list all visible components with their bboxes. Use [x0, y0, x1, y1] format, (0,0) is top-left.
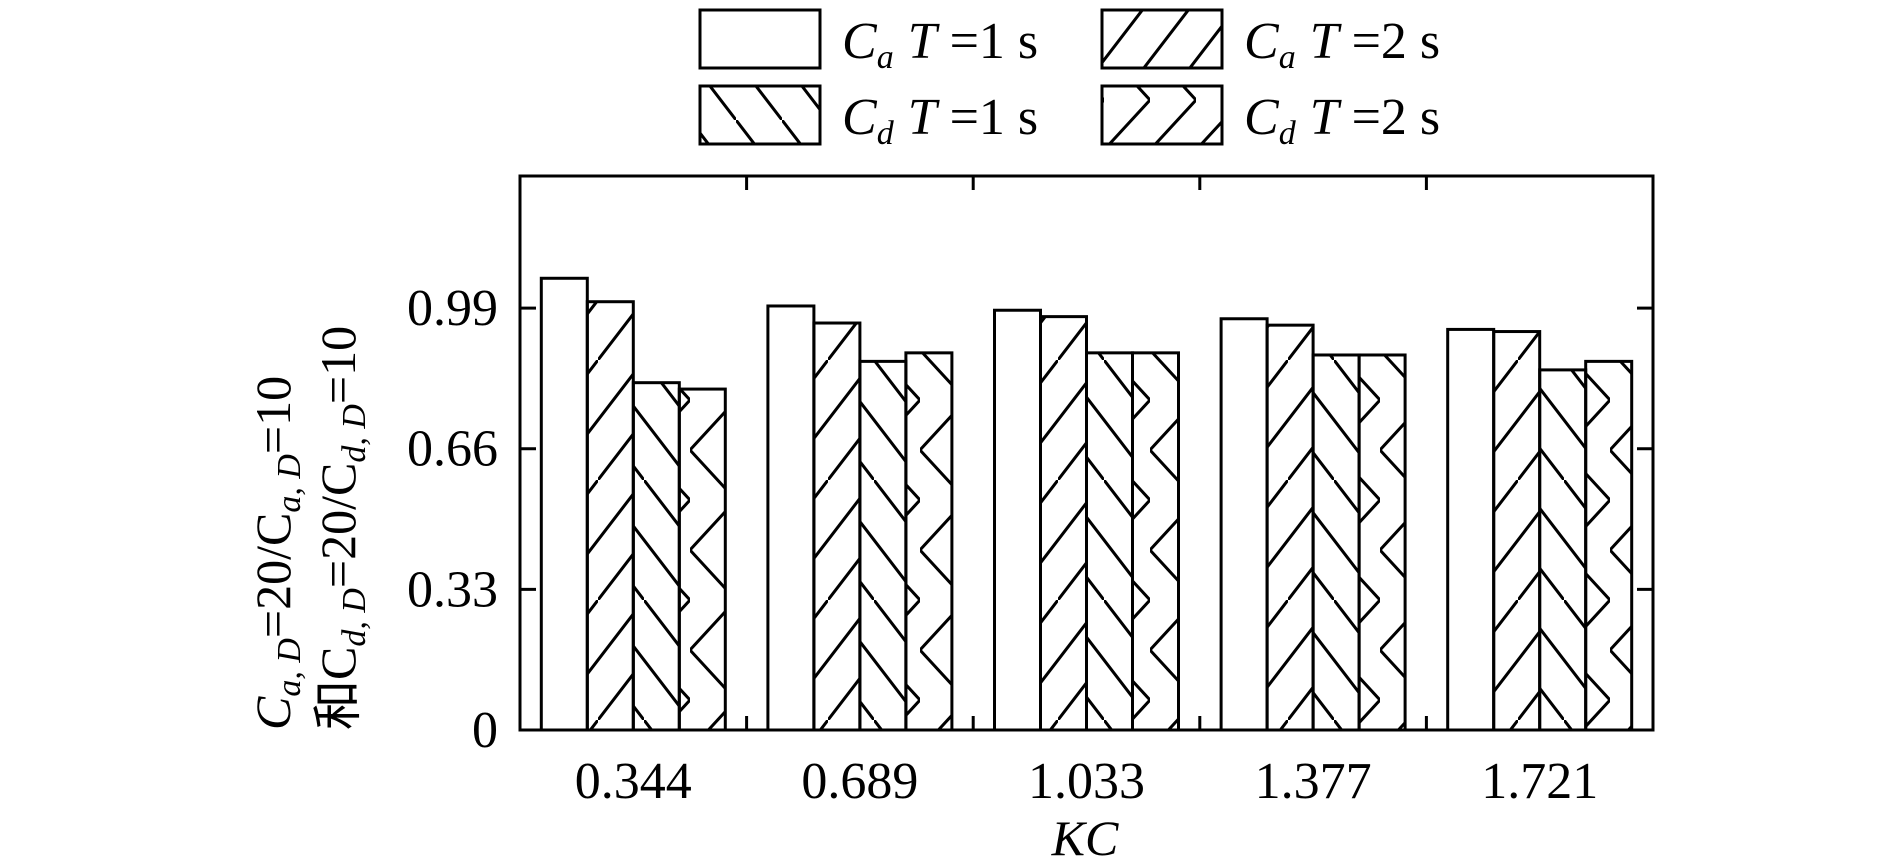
y-title-line2-mid: =20/C	[310, 463, 366, 588]
legend-swatch	[1100, 8, 1224, 70]
bar	[1492, 330, 1542, 732]
y-tick-label: 0.66	[407, 421, 498, 478]
legend-item: Cd T =2 s	[1100, 84, 1440, 152]
y-tick-label: 0.33	[407, 561, 498, 618]
bar	[812, 321, 862, 732]
y-tick-label: 0	[472, 702, 498, 759]
y-title-line1-sub1: a, D	[271, 638, 308, 697]
y-title-line1-sub2: a, D	[271, 454, 308, 513]
bar	[1265, 323, 1315, 732]
svg-text:Ca, D=20/Ca, D=10: Ca, D=20/Ca, D=10	[245, 376, 308, 730]
bar	[1357, 353, 1407, 732]
x-tick-label: 0.689	[801, 753, 918, 810]
bar	[585, 300, 635, 732]
plot-area: 0 0.33 0.66 0.99 0.344 0.689 1.033 1.377 1.721	[407, 174, 1655, 810]
legend: Ca T =1 s Ca T =2 s Cd T =1 s Cd T =2 s	[698, 8, 1440, 152]
y-title-line2-sub2: d, D	[336, 404, 373, 463]
legend-label: Cd T =2 s	[1244, 89, 1440, 152]
bar	[858, 359, 908, 732]
y-title-line2-sub1: d, D	[336, 588, 373, 647]
x-tick-label: 1.721	[1481, 753, 1598, 810]
y-axis-title: Ca, D=20/Ca, D=10 和Cd, D=20/Cd, D=10	[245, 326, 373, 730]
bar	[904, 351, 954, 732]
bar	[1085, 351, 1134, 732]
legend-item: Ca T =1 s	[698, 8, 1038, 76]
y-title-line2-end: =10	[310, 326, 366, 404]
bar	[1311, 353, 1361, 732]
legend-item: Cd T =1 s	[698, 84, 1038, 152]
legend-label: Ca T =1 s	[842, 13, 1038, 76]
y-title-line1-c: C	[245, 696, 301, 730]
y-title-line2-pre: 和C	[310, 647, 366, 730]
x-tick-label: 1.033	[1028, 753, 1145, 810]
bar	[1219, 317, 1269, 732]
bar	[1446, 327, 1496, 732]
bar	[1584, 359, 1634, 732]
legend-label: Ca T =2 s	[1244, 13, 1440, 76]
bar	[631, 381, 681, 732]
legend-swatch	[698, 84, 822, 146]
legend-item: Ca T =2 s	[1100, 8, 1440, 76]
y-tick-label: 0.99	[407, 280, 498, 337]
svg-text:和Cd, D=20/Cd, D=10: 和Cd, D=20/Cd, D=10	[310, 326, 373, 730]
bar	[766, 304, 816, 732]
x-tick-label: 1.377	[1255, 753, 1372, 810]
legend-swatch	[1100, 84, 1224, 146]
legend-label: Cd T =1 s	[842, 89, 1038, 152]
bar	[539, 276, 589, 732]
bar	[1538, 368, 1588, 732]
bar	[993, 308, 1042, 732]
bar	[677, 387, 727, 732]
bar	[1039, 315, 1088, 732]
legend-swatch	[698, 8, 822, 70]
x-tick-label: 0.344	[575, 753, 692, 810]
y-title-line1-mid: =20/C	[245, 513, 301, 638]
bar	[1131, 351, 1180, 732]
x-axis-title: KC	[1051, 810, 1119, 865]
y-title-line1-end: =10	[245, 376, 301, 454]
